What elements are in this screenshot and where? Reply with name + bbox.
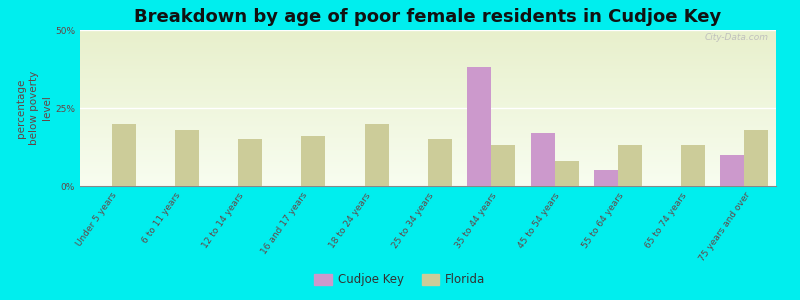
Bar — [238, 139, 262, 186]
Bar — [681, 146, 705, 186]
Bar — [112, 124, 136, 186]
Bar — [594, 170, 618, 186]
Title: Breakdown by age of poor female residents in Cudjoe Key: Breakdown by age of poor female resident… — [134, 8, 722, 26]
Bar — [428, 139, 452, 186]
Bar — [618, 146, 642, 186]
Legend: Cudjoe Key, Florida: Cudjoe Key, Florida — [310, 269, 490, 291]
Bar — [491, 146, 515, 186]
Bar — [175, 130, 199, 186]
Bar — [302, 136, 326, 186]
Bar — [554, 161, 578, 186]
Y-axis label: percentage
below poverty
level: percentage below poverty level — [16, 71, 52, 145]
Bar — [530, 133, 554, 186]
Bar — [744, 130, 769, 186]
Bar — [720, 155, 744, 186]
Bar — [467, 68, 491, 186]
Text: City-Data.com: City-Data.com — [705, 33, 769, 42]
Bar — [365, 124, 389, 186]
